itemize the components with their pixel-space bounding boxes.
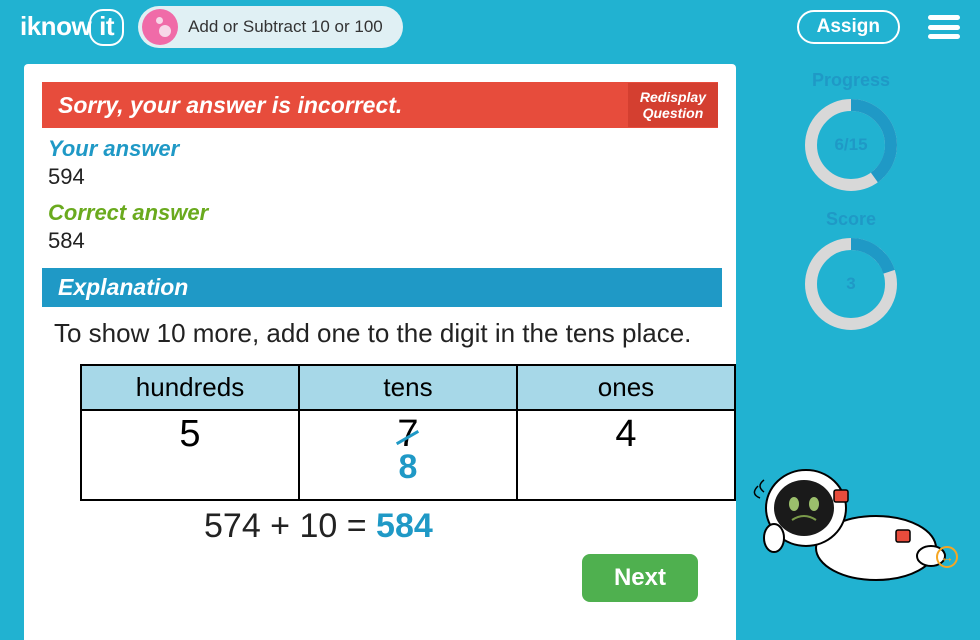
redisplay-line1: Redisplay bbox=[640, 89, 706, 105]
progress-label: Progress bbox=[812, 70, 890, 91]
equation: 574 + 10 = 584 bbox=[204, 507, 736, 546]
digit-tens-cell: 7 8 bbox=[299, 410, 517, 500]
progress-ring: 6/15 bbox=[801, 95, 901, 195]
equation-lhs: 574 + 10 = bbox=[204, 507, 376, 545]
lesson-title-pill: Add or Subtract 10 or 100 bbox=[138, 6, 403, 48]
equation-result: 584 bbox=[376, 507, 433, 545]
app-header: iknowit Add or Subtract 10 or 100 Assign bbox=[0, 0, 980, 54]
digit-hundreds: 5 bbox=[81, 410, 299, 500]
your-answer-section: Your answer 594 Correct answer 584 bbox=[48, 136, 712, 264]
logo-prefix: iknow bbox=[20, 11, 91, 41]
score-text: 3 bbox=[801, 234, 901, 334]
digit-tens-old: 7 bbox=[397, 413, 418, 456]
next-button[interactable]: Next bbox=[582, 554, 698, 602]
explanation-header: Explanation bbox=[42, 268, 722, 307]
col-hundreds: hundreds bbox=[81, 365, 299, 410]
resize-icon[interactable] bbox=[936, 546, 958, 568]
score-ring: 3 bbox=[801, 234, 901, 334]
score-label: Score bbox=[826, 209, 876, 230]
redisplay-line2: Question bbox=[643, 105, 704, 121]
your-answer-label: Your answer bbox=[48, 136, 712, 162]
menu-icon[interactable] bbox=[928, 15, 960, 39]
main-area: Sorry, your answer is incorrect. Redispl… bbox=[0, 54, 980, 640]
assign-button[interactable]: Assign bbox=[797, 10, 900, 44]
mascot bbox=[746, 438, 956, 598]
sidebar: Progress 6/15 Score 3 bbox=[746, 64, 956, 640]
digit-ones: 4 bbox=[517, 410, 735, 500]
progress-text: 6/15 bbox=[801, 95, 901, 195]
redisplay-button[interactable]: Redisplay Question bbox=[628, 83, 718, 127]
feedback-message: Sorry, your answer is incorrect. bbox=[42, 92, 628, 119]
lesson-icon bbox=[142, 9, 178, 45]
logo-suffix: it bbox=[89, 9, 124, 46]
explanation-text: To show 10 more, add one to the digit in… bbox=[54, 317, 706, 350]
correct-answer-value: 584 bbox=[48, 228, 712, 254]
col-tens: tens bbox=[299, 365, 517, 410]
correct-answer-label: Correct answer bbox=[48, 200, 712, 226]
feedback-bar: Sorry, your answer is incorrect. Redispl… bbox=[42, 82, 718, 128]
lesson-title: Add or Subtract 10 or 100 bbox=[188, 17, 383, 37]
your-answer-value: 594 bbox=[48, 164, 712, 190]
content-panel: Sorry, your answer is incorrect. Redispl… bbox=[24, 64, 736, 640]
logo: iknowit bbox=[20, 9, 124, 46]
col-ones: ones bbox=[517, 365, 735, 410]
place-value-table: hundreds tens ones 5 7 8 4 bbox=[80, 364, 736, 501]
